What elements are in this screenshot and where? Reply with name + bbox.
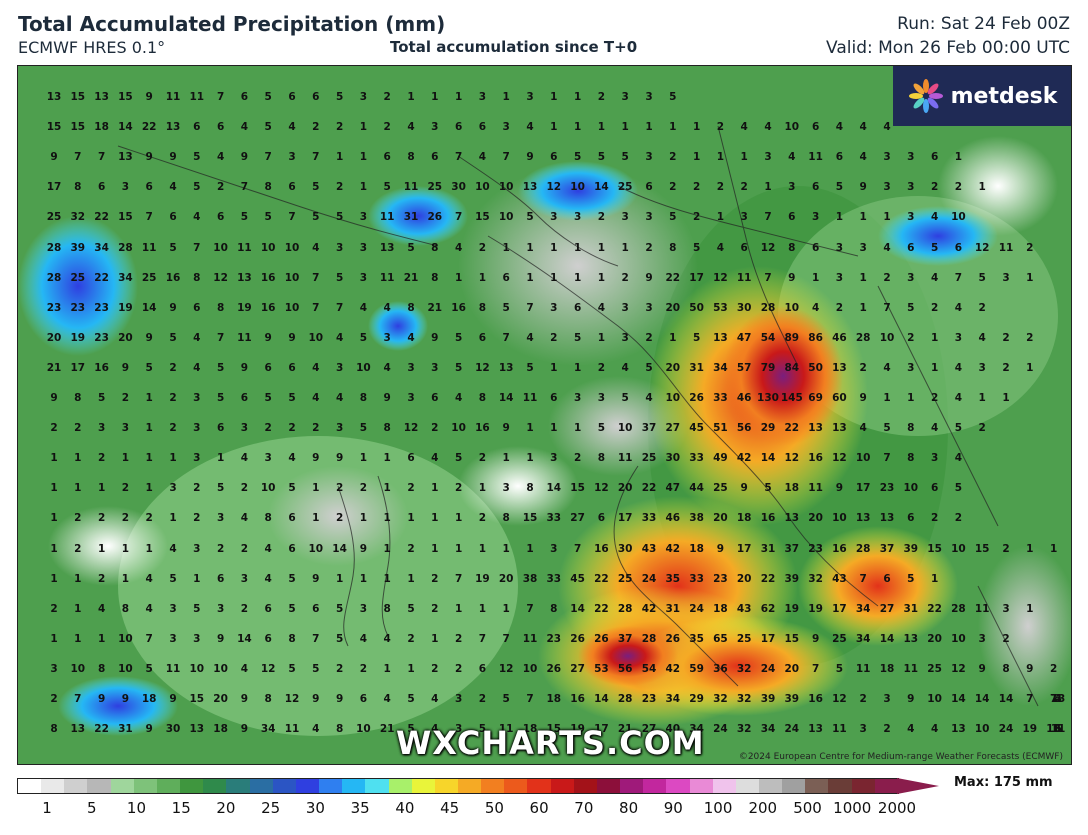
color-scale-tick-label: 70	[574, 799, 594, 817]
color-scale-cell	[18, 779, 42, 793]
color-scale-cell	[759, 779, 783, 793]
color-scale-cell	[527, 779, 551, 793]
color-scale-arrow	[897, 778, 939, 794]
color-scale-ticks: 1 5 10 15 20 25 30 35 40 45 50 60 70 80 90 100 200 500 100…	[17, 799, 916, 819]
color-scale-cell	[342, 779, 366, 793]
color-scale-cell	[41, 779, 65, 793]
color-scale-cell	[828, 779, 852, 793]
color-scale-tick-label: 500	[793, 799, 822, 817]
precipitation-map[interactable]: 13 15 13 15 9 11 11 7 6 5 6 6 5 3 2 1 1 1 3 1 3 1 1 2 3 3 5 15 15 18 1…	[17, 65, 1072, 765]
color-scale-cell	[110, 779, 134, 793]
color-scale-tick-label: 2000	[877, 799, 917, 817]
color-scale-cell	[249, 779, 273, 793]
color-scale-tick-label: 200	[748, 799, 778, 817]
color-scale-cell	[295, 779, 320, 793]
color-scale-cell	[805, 779, 829, 793]
color-scale-cell	[226, 779, 250, 793]
color-scale-cell	[365, 779, 389, 793]
color-scale-cell	[319, 779, 343, 793]
color-scale-cell	[388, 779, 412, 793]
color-scale-cell	[180, 779, 204, 793]
color-scale-cell	[851, 779, 875, 793]
color-scale-tick-label: 90	[663, 799, 683, 817]
color-scale-cell	[689, 779, 713, 793]
color-scale-bar	[17, 778, 899, 794]
color-scale-cell	[620, 779, 644, 793]
color-scale-cell	[573, 779, 597, 793]
metdesk-logo: metdesk	[893, 66, 1071, 126]
metdesk-flower-icon	[908, 79, 943, 113]
color-scale-tick-label: 25	[261, 799, 281, 817]
valid-label: Valid: Mon 26 Feb 00:00 UTC	[826, 38, 1070, 58]
color-scale-cell	[481, 779, 505, 793]
color-scale-cell	[874, 779, 898, 793]
max-label: Max: 175 mm	[954, 775, 1053, 790]
logo-text: metdesk	[950, 83, 1058, 109]
color-scale-tick-label: 30	[305, 799, 325, 817]
color-scale-cell	[411, 779, 435, 793]
color-scale-cell	[735, 779, 759, 793]
color-scale-cell	[434, 779, 458, 793]
color-scale-cell	[504, 779, 528, 793]
color-scale-cell	[550, 779, 574, 793]
color-scale-tick-label: 80	[619, 799, 639, 817]
page-title: Total Accumulated Precipitation (mm)	[18, 12, 446, 36]
color-scale-cell	[666, 779, 690, 793]
color-scale-tick-label: 40	[395, 799, 415, 817]
run-label: Run: Sat 24 Feb 00Z	[897, 14, 1070, 34]
color-scale-cell	[156, 779, 181, 793]
color-scale-cell	[643, 779, 667, 793]
color-scale-tick-label: 100	[703, 799, 733, 817]
color-scale-cell	[712, 779, 736, 793]
color-scale-tick-label: 1	[42, 799, 52, 817]
color-scale-tick-label: 1000	[833, 799, 872, 817]
color-scale-cell	[457, 779, 482, 793]
color-scale-cell	[782, 779, 806, 793]
color-scale-tick-label: 5	[86, 799, 97, 817]
chart-subtitle: Total accumulation since T+0	[390, 38, 638, 56]
color-scale-tick-label: 15	[171, 799, 191, 817]
color-scale-cell	[596, 779, 621, 793]
color-scale-tick-label: 60	[529, 799, 549, 817]
color-scale-cell	[203, 779, 227, 793]
color-scale-cell	[272, 779, 296, 793]
color-scale-cell	[87, 779, 111, 793]
color-scale-tick-label: 45	[440, 799, 460, 817]
model-label: ECMWF HRES 0.1°	[18, 38, 166, 57]
color-scale-tick-label: 20	[216, 799, 236, 817]
map-background	[18, 66, 1071, 764]
watermark: WXCHARTS.COM	[396, 724, 705, 762]
color-scale-tick-label: 35	[350, 799, 370, 817]
copyright-notice: ©2024 European Centre for Medium-range W…	[738, 752, 1063, 762]
color-scale-cell	[64, 779, 88, 793]
color-scale-tick-label: 10	[126, 799, 147, 817]
color-scale-tick-label: 50	[484, 799, 504, 817]
color-scale-cell	[133, 779, 157, 793]
